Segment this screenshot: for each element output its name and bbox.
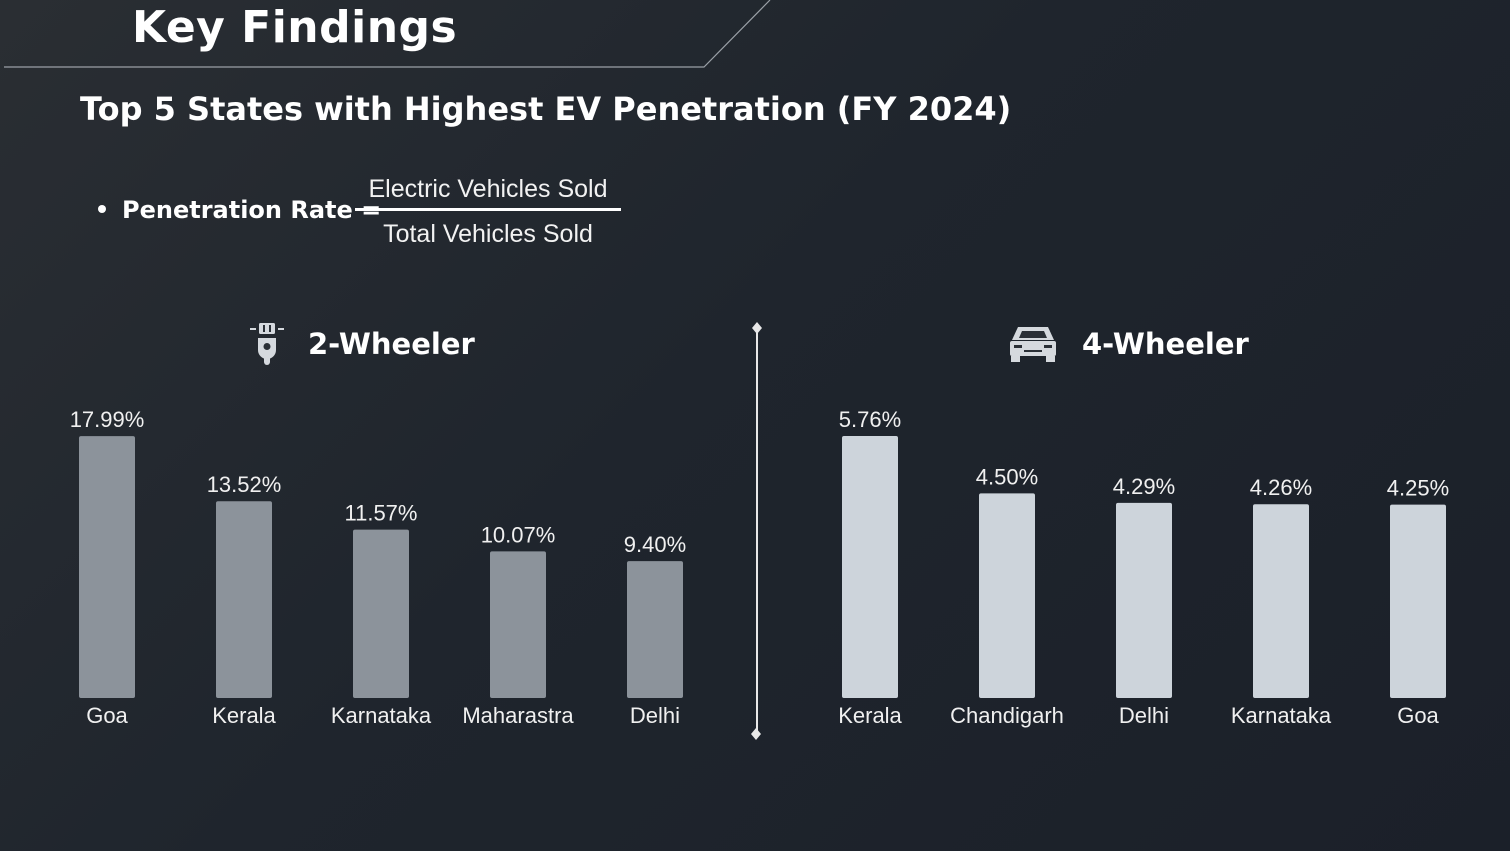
- two-wheeler-bar-chart: 17.99% Goa 13.52% Kerala 11.57% Karnataka 10.0…: [70, 407, 687, 728]
- two-wheeler-bar-goa: [79, 436, 135, 698]
- two-wheeler-bar-karnataka: [353, 529, 409, 698]
- four-wheeler-heading: 4-Wheeler: [1008, 322, 1249, 366]
- four-wheeler-value-label: 5.76%: [839, 407, 901, 432]
- four-wheeler-value-label: 4.29%: [1113, 474, 1175, 499]
- bullet-point: [98, 205, 106, 213]
- two-wheeler-value-label: 9.40%: [624, 532, 686, 557]
- two-wheeler-category-label: Karnataka: [331, 703, 432, 728]
- four-wheeler-value-label: 4.26%: [1250, 475, 1312, 500]
- four-wheeler-bar-kerala: [842, 436, 898, 698]
- title-underline: [4, 0, 771, 68]
- scooter-icon: [250, 323, 284, 365]
- car-icon: [1010, 327, 1056, 362]
- four-wheeler-bar-chart: 5.76% Kerala 4.50% Chandigarh 4.29% Delhi 4.26…: [838, 407, 1449, 728]
- four-wheeler-bar-karnataka: [1253, 504, 1309, 698]
- two-wheeler-category-label: Delhi: [630, 703, 680, 728]
- two-wheeler-bar-kerala: [216, 501, 272, 698]
- four-wheeler-bar-delhi: [1116, 502, 1172, 698]
- two-wheeler-title: 2-Wheeler: [308, 327, 475, 361]
- two-wheeler-heading: 2-Wheeler: [250, 322, 475, 366]
- two-wheeler-category-label: Kerala: [212, 703, 276, 728]
- four-wheeler-bar-chandigarh: [979, 493, 1035, 698]
- two-wheeler-value-label: 10.07%: [481, 522, 556, 547]
- four-wheeler-category-label: Delhi: [1119, 703, 1169, 728]
- formula-denominator: Total Vehicles Sold: [383, 220, 593, 248]
- four-wheeler-category-label: Goa: [1397, 703, 1439, 728]
- four-wheeler-category-label: Chandigarh: [950, 703, 1064, 728]
- formula-fraction: Electric Vehicles Sold Total Vehicles So…: [355, 172, 621, 251]
- four-wheeler-value-label: 4.25%: [1387, 476, 1449, 501]
- panel-divider: [751, 322, 762, 740]
- four-wheeler-category-label: Kerala: [838, 703, 902, 728]
- four-wheeler-title: 4-Wheeler: [1082, 327, 1249, 361]
- two-wheeler-value-label: 13.52%: [207, 472, 282, 497]
- two-wheeler-category-label: Maharastra: [462, 703, 574, 728]
- two-wheeler-bar-maharastra: [490, 551, 546, 698]
- fraction-bar: [355, 208, 621, 211]
- two-wheeler-value-label: 17.99%: [70, 407, 145, 432]
- formula-lhs: Penetration Rate =: [122, 196, 382, 224]
- slide-title: Key Findings: [132, 2, 458, 53]
- formula-numerator: Electric Vehicles Sold: [368, 175, 608, 203]
- two-wheeler-value-label: 11.57%: [345, 501, 418, 526]
- four-wheeler-value-label: 4.50%: [976, 464, 1038, 489]
- four-wheeler-bar-goa: [1390, 504, 1446, 698]
- two-wheeler-category-label: Goa: [86, 703, 128, 728]
- chart-subtitle: Top 5 States with Highest EV Penetration…: [80, 90, 1012, 128]
- four-wheeler-category-label: Karnataka: [1231, 703, 1332, 728]
- two-wheeler-bar-delhi: [627, 561, 683, 698]
